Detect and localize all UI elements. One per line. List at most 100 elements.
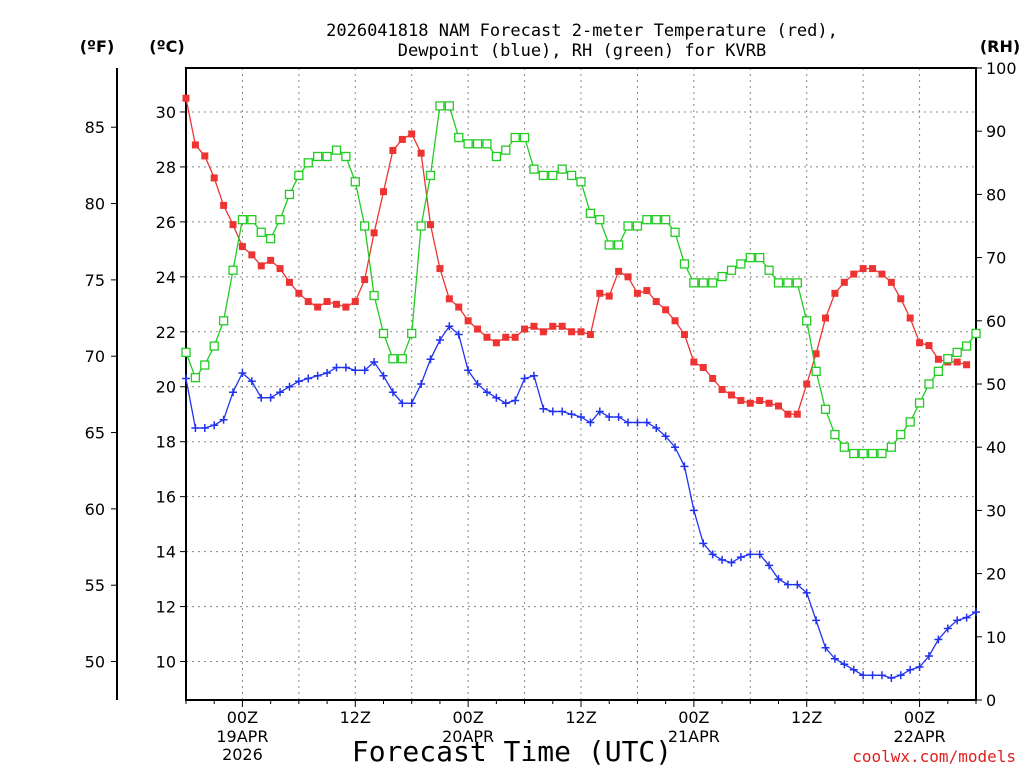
rh-point [660,215,671,225]
x-axis-label: Forecast Time (UTC) [352,735,672,768]
rh-point [454,132,464,143]
rh-point [482,139,492,149]
rh-point [736,259,746,269]
dewpoint-point [718,555,727,564]
dewpoint-point [435,336,444,345]
dewpoint-point [906,665,915,674]
celsius-tick-label: 22 [156,323,176,342]
temperature-point [201,152,209,160]
dewpoint-point [501,399,510,408]
rh-point [933,366,944,377]
temperature-point [822,314,830,322]
temperature-point [586,331,594,339]
dewpoint-point [238,369,247,378]
temperature-point [492,339,500,347]
dewpoint-point [736,553,745,562]
rh-point [548,170,558,181]
rh-point [407,328,417,339]
rh-point [971,328,981,339]
temperature-point [549,322,557,330]
rh-tick-label: 30 [986,501,1006,520]
rh-tick-label: 10 [986,628,1006,647]
dewpoint-point [285,382,294,391]
dewpoint-point [398,399,407,408]
dewpoint-point [492,393,501,402]
dewpoint-point [783,580,792,589]
celsius-tick-label: 16 [156,488,176,507]
dewpoint-point [624,418,633,427]
temperature-point [474,325,482,333]
x-tick-label: 00Z [678,708,709,727]
rh-point [566,170,577,181]
dewpoint-point [708,550,717,559]
rh-point [849,448,859,459]
rh-tick-label: 20 [986,565,1006,584]
temperature-point [483,333,491,341]
dewpoint-point [482,388,491,397]
rh-point [322,151,332,162]
temperature-point [803,380,811,388]
rh-point [313,151,323,162]
dewpoint-point [567,410,576,419]
axes: 10 12 14 16 18 20 22 24 26 28 30 50 55 60 65 70 75 80 85 0 1… [85,59,1017,764]
rh-point [275,215,285,225]
x-tick-label: 12Z [565,708,596,727]
rh-tick-label: 90 [986,122,1006,141]
temperature-point [793,410,801,418]
rh-point [209,341,219,351]
celsius-tick-label: 24 [156,268,176,287]
rh-point [425,170,436,181]
rh-point [397,354,407,364]
rh-point [369,290,379,301]
rh-point [190,373,201,383]
rh-point [350,177,360,187]
fahrenheit-tick-label: 75 [85,271,105,290]
celsius-tick-label: 26 [156,213,176,232]
temperature-point [502,333,510,341]
temperature-point [577,328,585,336]
dewpoint-point [765,561,774,570]
fahrenheit-unit-label: (ºF) [80,37,115,56]
rh-point [284,189,295,200]
dewpoint-point [652,423,661,432]
dewpoint-point [727,558,736,567]
x-tick-label: 00Z [452,708,483,727]
credit-text: coolwx.com/models [852,747,1016,766]
temperature-line [185,98,967,415]
rh-point [463,139,473,149]
rh-point [924,379,934,389]
rh-point [651,215,661,225]
celsius-tick-label: 10 [156,653,176,672]
temperature-point [605,292,613,300]
rh-point [952,347,962,358]
temperature-point [445,295,453,303]
rh-tick-label: 0 [986,691,996,710]
rh-point [444,101,454,111]
dewpoint-point [830,654,839,663]
dewpoint-point [972,608,980,617]
rh-tick-label: 100 [986,59,1017,78]
temperature-point [436,265,444,273]
dewpoint-point [924,652,933,661]
rh-point [388,354,398,364]
fahrenheit-tick-label: 60 [85,500,105,519]
dewpoint-point [341,363,350,372]
rh-point [181,347,191,358]
dewpoint-point [840,660,849,669]
temperature-point [304,298,312,306]
dewpoint-point [614,412,623,421]
dewpoint-point [210,421,219,430]
temperature-point [558,322,566,330]
temperature-point [709,375,717,383]
dewpoint-point [793,580,802,589]
dewpoint-point [182,374,190,383]
temperature-point [737,396,745,404]
dewpoint-point [520,374,529,383]
temperature-point [671,317,679,325]
dewpoint-point [454,330,463,339]
dewpoint-point [191,423,200,432]
temperature-point [859,265,867,273]
celsius-tick-label: 12 [156,598,176,617]
celsius-tick-label: 20 [156,378,176,397]
temperature-point [887,278,895,286]
